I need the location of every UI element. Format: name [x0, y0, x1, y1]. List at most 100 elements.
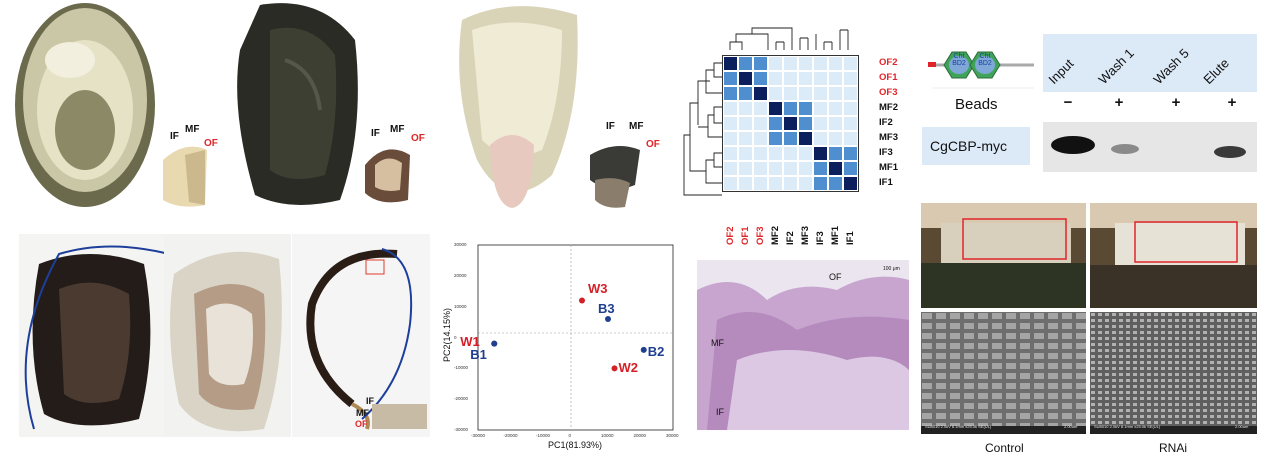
pca-x-tick: -30000 [471, 433, 486, 438]
heatmap-cell [828, 116, 843, 131]
heatmap-cell [768, 176, 783, 191]
beads-sign: − [1063, 94, 1073, 111]
label-mf-c: MF [356, 408, 369, 418]
heatmap-row-label: OF3 [879, 87, 898, 98]
pca-x-tick: 30000 [666, 433, 679, 438]
pca-y-tick: -10000 [454, 365, 469, 371]
pca-point-b2 [640, 346, 647, 353]
heatmap-cell [753, 56, 768, 71]
heatmap-cell [783, 71, 798, 86]
pca-xlabel: PC1(81.93%) [548, 440, 603, 450]
heatmap-col-label: MF3 [800, 226, 811, 245]
pca-x-tick: -10000 [536, 433, 551, 438]
heatmap-cell [768, 71, 783, 86]
pca-y-tick: 10000 [454, 303, 467, 309]
label-if-3: IF [606, 121, 615, 132]
heatmap-col-label: IF3 [815, 231, 826, 245]
histology-label-of: OF [829, 272, 842, 282]
heatmap-cell [723, 116, 738, 131]
heatmap-cell [798, 101, 813, 116]
pca-point-w3 [579, 297, 585, 304]
pca-x-tick: 0 [568, 433, 572, 438]
oyster-mantle-photo-3 [585, 135, 647, 210]
heatmap-cell [843, 116, 858, 131]
heatmap-col-label: OF1 [740, 226, 751, 245]
histology-label-mf: MF [711, 338, 724, 348]
protein-label-box [922, 127, 1030, 165]
pca-label-w2: W2 [618, 360, 639, 376]
heatmap-cell [723, 176, 738, 191]
pca-point-b1 [491, 340, 498, 347]
heatmap-row-label: MF3 [879, 132, 898, 143]
heatmap-cell [768, 56, 783, 71]
oyster-shell-photo-1 [10, 0, 160, 210]
heatmap-cell [768, 131, 783, 146]
heatmap-cell [828, 161, 843, 176]
lane-header-band [1043, 34, 1257, 92]
heatmap-cell [783, 86, 798, 101]
heatmap-row-label: IF1 [879, 177, 893, 188]
heatmap-cell [783, 101, 798, 116]
pca-label-b3: B3 [598, 301, 615, 316]
heatmap-cell [828, 146, 843, 161]
heatmap-cell [768, 86, 783, 101]
heatmap-cell [738, 86, 753, 101]
heatmap-cell [813, 56, 828, 71]
label-of-2: OF [411, 133, 425, 144]
oyster-mantle-photo-1 [155, 140, 215, 210]
heatmap-col-label: OF2 [725, 226, 736, 245]
beads-label: Beads [955, 96, 998, 113]
label-if-2: IF [371, 128, 380, 139]
heatmap-row-label: MF1 [879, 162, 898, 173]
heatmap-cell [798, 86, 813, 101]
heatmap-cell [723, 146, 738, 161]
heatmap-cell [783, 116, 798, 131]
heatmap-cell [813, 146, 828, 161]
heatmap-cell [828, 131, 843, 146]
heatmap-grid [722, 55, 859, 192]
heatmap-cell [768, 101, 783, 116]
heatmap-cell [753, 146, 768, 161]
pca-y-tick: 0 [454, 334, 457, 340]
label-of-1: OF [204, 138, 218, 149]
heatmap-cell [813, 86, 828, 101]
heatmap-cell [843, 86, 858, 101]
heatmap-cell [813, 116, 828, 131]
oyster-shell-section-photo [292, 234, 430, 437]
heatmap-cell [723, 161, 738, 176]
heatmap-cell [798, 176, 813, 191]
domain-label-1: Cht BD2 [952, 53, 966, 67]
heatmap-cell [738, 56, 753, 71]
heatmap-dendrogram-left [683, 62, 722, 196]
pca-point-b3 [605, 316, 611, 322]
heatmap-cell [738, 116, 753, 131]
label-mf-2: MF [390, 124, 405, 135]
heatmap-cell [738, 131, 753, 146]
heatmap-cell [813, 161, 828, 176]
histology-scale-bar: 100 μm [883, 266, 900, 272]
heatmap-cell [738, 71, 753, 86]
oyster-dissected-photo-1 [19, 234, 164, 437]
label-mf-3: MF [629, 121, 644, 132]
rnai-shell-photo [1090, 203, 1257, 308]
pca-y-tick: 20000 [454, 272, 467, 278]
heatmap-cell [723, 131, 738, 146]
heatmap-cell [843, 176, 858, 191]
heatmap-row-label: IF3 [879, 147, 893, 158]
heatmap-cell [843, 71, 858, 86]
label-of-c: OF [355, 419, 368, 429]
heatmap-cell [783, 146, 798, 161]
western-blot [1043, 122, 1257, 172]
heatmap-cell [798, 116, 813, 131]
heatmap-col-label: MF2 [770, 226, 781, 245]
pca-plot: PC1(81.93%) PC2(14.15%) -30000 -20000 -100… [440, 235, 680, 457]
oyster-mantle-photo-2 [360, 135, 415, 207]
control-shell-photo [921, 203, 1086, 308]
heatmap-cell [828, 56, 843, 71]
heatmap-row-label: OF2 [879, 57, 898, 68]
pca-label-b1: B1 [470, 346, 487, 362]
beads-sign: + [1114, 94, 1124, 111]
heatmap-cell [828, 86, 843, 101]
heatmap-cell [768, 161, 783, 176]
heatmap-cell [798, 131, 813, 146]
